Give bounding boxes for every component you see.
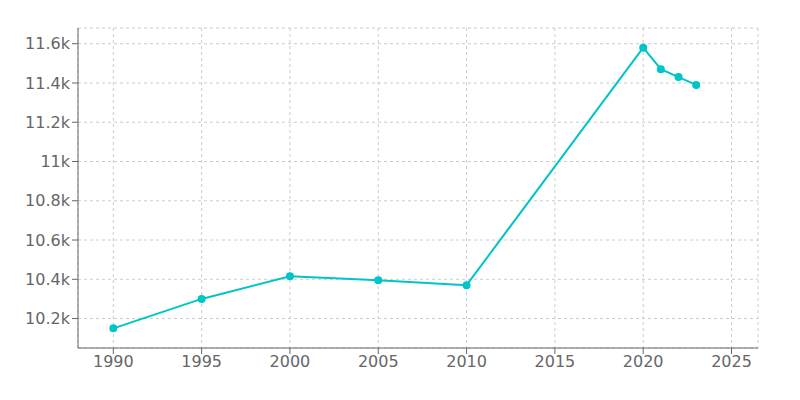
svg-text:2015: 2015 xyxy=(535,352,576,371)
svg-text:2005: 2005 xyxy=(358,352,399,371)
svg-text:10.4k: 10.4k xyxy=(25,270,71,289)
svg-text:2010: 2010 xyxy=(446,352,487,371)
svg-text:2025: 2025 xyxy=(711,352,752,371)
svg-text:2000: 2000 xyxy=(270,352,311,371)
svg-text:11.4k: 11.4k xyxy=(25,74,71,93)
svg-text:10.2k: 10.2k xyxy=(25,309,71,328)
svg-text:2020: 2020 xyxy=(623,352,664,371)
svg-text:11.6k: 11.6k xyxy=(25,34,71,53)
svg-text:10.6k: 10.6k xyxy=(25,231,71,250)
svg-text:11.2k: 11.2k xyxy=(25,113,71,132)
svg-text:11k: 11k xyxy=(40,152,70,171)
svg-text:1990: 1990 xyxy=(93,352,134,371)
svg-text:10.8k: 10.8k xyxy=(25,191,71,210)
svg-text:1995: 1995 xyxy=(181,352,222,371)
